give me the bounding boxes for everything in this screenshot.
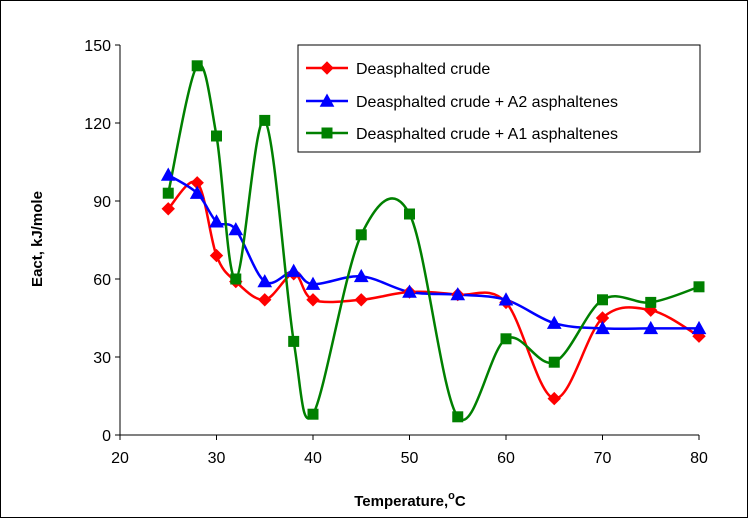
data-point-triangle — [546, 315, 562, 329]
data-point-triangle — [189, 185, 205, 199]
legend-label-triangle: Deasphalted crude + A2 asphaltenes — [356, 94, 618, 111]
data-point-square — [191, 60, 203, 72]
legend-marker-triangle — [319, 93, 335, 107]
data-point-triangle — [402, 284, 417, 298]
legend: Deasphalted crude Deasphalted crude + A2 … — [297, 44, 701, 153]
data-point-square — [307, 408, 319, 420]
y-tick-label: 150 — [84, 38, 111, 55]
data-point-triangle — [595, 320, 610, 335]
data-point-square — [230, 273, 242, 285]
legend-label-square: Deasphalted crude + A1 asphaltenes — [356, 126, 618, 143]
data-point-diamond — [209, 248, 224, 263]
data-point-triangle — [643, 320, 659, 335]
x-tick-labels: 20 30 40 50 60 70 80 — [111, 435, 708, 467]
x-axis-title-text: Temperature, — [354, 493, 448, 510]
data-point-triangle — [228, 222, 244, 236]
data-point-triangle — [286, 263, 302, 277]
data-point-diamond — [547, 391, 561, 406]
data-point-triangle — [498, 292, 514, 306]
data-point-triangle — [450, 287, 466, 301]
data-point-square — [548, 356, 560, 368]
data-point-square — [452, 411, 464, 423]
data-point-diamond — [306, 293, 320, 307]
legend-box — [297, 44, 701, 153]
legend-marker-square — [321, 127, 333, 139]
x-tick-label: 40 — [304, 450, 322, 467]
data-point-square — [500, 333, 512, 345]
x-axis-title: Temperature,oC — [354, 490, 466, 510]
series-markers — [160, 60, 707, 423]
series-line-triangle — [167, 173, 699, 331]
data-point-square — [693, 281, 705, 293]
x-tick-label: 30 — [208, 450, 226, 467]
data-point-square — [211, 130, 222, 142]
data-point-triangle — [257, 274, 273, 288]
x-axis-title-unit: C — [455, 493, 466, 510]
data-point-square — [597, 294, 608, 306]
y-tick-labels: 0 30 60 90 120 150 — [84, 38, 120, 445]
data-point-diamond — [354, 293, 368, 307]
x-tick-label: 80 — [690, 450, 708, 467]
data-point-triangle — [209, 214, 224, 228]
data-point-triangle — [305, 276, 321, 290]
data-point-triangle — [160, 167, 176, 181]
data-point-square — [645, 296, 657, 308]
x-tick-label: 70 — [594, 450, 612, 467]
y-tick-label: 30 — [93, 350, 111, 367]
data-point-square — [404, 208, 415, 220]
data-point-square — [288, 335, 300, 347]
x-tick-label: 60 — [497, 450, 515, 467]
data-point-triangle — [353, 268, 369, 283]
legend-label-diamond: Deasphalted crude — [356, 61, 490, 78]
data-point-square — [162, 187, 174, 199]
y-tick-label: 120 — [84, 116, 111, 133]
x-tick-label: 20 — [111, 450, 129, 467]
data-point-diamond — [161, 202, 175, 216]
x-tick-label: 50 — [401, 450, 419, 467]
y-tick-label: 60 — [93, 272, 111, 289]
legend-marker-diamond — [320, 61, 334, 75]
x-axis-title-degree: o — [448, 490, 455, 502]
y-tick-label: 0 — [102, 428, 111, 445]
data-point-diamond — [258, 293, 272, 307]
data-point-square — [259, 114, 271, 126]
y-axis-title: Eact, kJ/mole — [29, 191, 46, 287]
data-point-triangle — [691, 320, 707, 335]
data-point-square — [355, 229, 367, 241]
y-tick-label: 90 — [93, 194, 111, 211]
series-line-diamond — [167, 180, 700, 400]
